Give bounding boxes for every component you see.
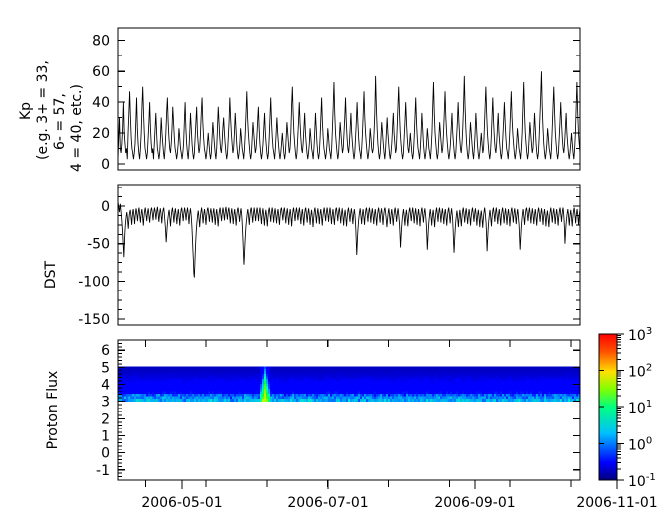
colorbar-tick-label: 101 [628, 399, 652, 417]
colorbar-tick-exponent: 2 [646, 363, 652, 374]
colorbar-tick-exponent: 3 [646, 326, 652, 337]
dst-axis-label: DST [43, 260, 59, 289]
kp-y-tick-label: 80 [92, 33, 110, 49]
kp-y-tick-labels: 0 20 40 60 80 [92, 33, 110, 172]
kp-axis-label-line-2: 6- = 57, [52, 93, 68, 150]
proton-flux-y-ticks [118, 342, 580, 481]
kp-y-tick-label: 60 [92, 64, 110, 80]
kp-axis-label-line-0: Kp [18, 102, 34, 120]
proton-flux-y-tick-label: 4 [101, 377, 110, 393]
proton-flux-y-tick-label: 3 [101, 394, 110, 410]
kp-axis-label-line-1: (e.g. 3+ = 33, [35, 60, 51, 160]
colorbar-tick-exponent: 1 [646, 399, 652, 410]
kp-y-tick-label: 40 [92, 95, 110, 111]
proton-flux-axis-label: Proton Flux [45, 371, 61, 450]
kp-axis-label: Kp (e.g. 3+ = 33, 6- = 57, 4 = 40, etc.) [18, 60, 85, 172]
proton-flux-y-tick-label: 1 [101, 429, 110, 445]
proton-flux-y-tick-label: 2 [101, 412, 110, 428]
colorbar-tick-exponent: 0 [646, 436, 652, 447]
x-axis-tick-label: 2006-11-01 [576, 495, 657, 511]
colorbar-tick-label: 102 [628, 363, 652, 381]
x-axis-tick-label: 2006-07-01 [287, 495, 368, 511]
kp-panel: 0 20 40 60 80 Kp (e.g. 3+ = 33, 6- = 57, 4 =… [18, 27, 581, 173]
kp-y-tick-label: 0 [101, 157, 110, 173]
colorbar-ticks [599, 333, 624, 481]
dst-data-line [118, 202, 580, 278]
proton-flux-y-tick-label: -1 [96, 463, 110, 479]
colorbar-tick-label: 100 [628, 436, 652, 454]
dst-y-ticks [118, 186, 580, 320]
proton-flux-y-tick-label: 5 [101, 360, 110, 376]
dst-axes-frame [117, 184, 581, 326]
kp-axes-frame [117, 27, 581, 171]
kp-y-tick-label: 20 [92, 126, 110, 142]
proton-flux-spectrogram [118, 366, 580, 403]
dst-y-tick-label: -100 [78, 274, 110, 290]
kp-data-line [118, 71, 580, 160]
colorbar-tick-label: 10-1 [628, 472, 656, 490]
dst-y-tick-label: -50 [87, 237, 110, 253]
dst-y-tick-labels: 0 -50 -100 -150 [78, 199, 110, 328]
colorbar-tick-label: 103 [628, 326, 652, 344]
proton-flux-y-tick-label: 6 [101, 343, 110, 359]
proton-flux-y-tick-label: 0 [101, 446, 110, 462]
x-axis-ticks [144, 340, 618, 489]
kp-axis-label-line-3: 4 = 40, etc.) [69, 84, 85, 172]
dst-y-tick-label: 0 [101, 199, 110, 215]
proton-flux-axes-frame [117, 339, 581, 481]
dst-panel: 0 -50 -100 -150 DST [43, 184, 581, 328]
colorbar-tick-exponent: -1 [646, 472, 656, 483]
dst-y-tick-label: -150 [78, 312, 110, 328]
x-axis-tick-label: 2006-05-01 [141, 495, 222, 511]
x-axis-tick-labels: 2006-05-01 2006-07-01 2006-09-01 2006-11-01 [141, 495, 657, 511]
x-axis-tick-label: 2006-09-01 [434, 495, 515, 511]
